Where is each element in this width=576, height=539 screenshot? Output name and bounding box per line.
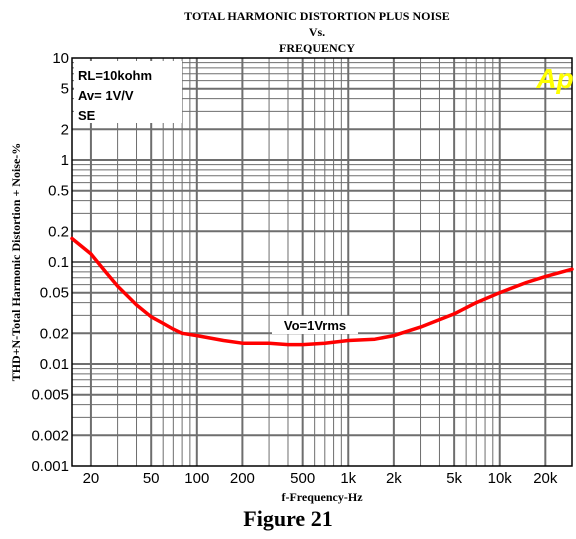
y-tick-label: 0.1 (48, 254, 69, 271)
plot-frame (71, 57, 573, 467)
conditions-box: RL=10kohm Av= 1V/V SE (74, 61, 182, 123)
condition-gain: Av= 1V/V (78, 88, 134, 103)
y-tick-label: 0.05 (40, 285, 69, 302)
y-tick-label: 5 (61, 81, 69, 98)
series-layer (70, 236, 574, 347)
x-tick-label: 50 (143, 470, 160, 487)
title-line-3: FREQUENCY (279, 41, 355, 55)
ap-logo: Ap (535, 63, 573, 94)
y-tick-label: 10 (52, 50, 69, 67)
y-tick-label: 0.5 (48, 183, 69, 200)
condition-load: RL=10kohm (78, 68, 152, 83)
y-tick-label: 1 (61, 152, 69, 169)
ap-logo-text: Ap (535, 63, 573, 94)
title-line-2: Vs. (309, 25, 325, 39)
y-tick-label: 0.02 (40, 325, 69, 342)
title-line-1: TOTAL HARMONIC DISTORTION PLUS NOISE (184, 9, 450, 23)
condition-mode: SE (78, 108, 96, 123)
x-tick-label: 500 (290, 470, 315, 487)
curve-annotation-bg (272, 316, 358, 334)
y-tick-label: 0.001 (31, 458, 69, 475)
y-tick-label: 0.01 (40, 356, 69, 373)
series-line (70, 236, 574, 347)
figure-caption: Figure 21 (243, 506, 333, 531)
x-axis-title: f-Frequency-Hz (281, 490, 363, 504)
y-axis-title: THD+N-Total Harmonic Distortion + Noise-… (9, 143, 23, 382)
x-tick-labels: 20 50 100 200 500 1k 2k 5k 10k 20k (83, 470, 558, 487)
curve-annotation: Vo=1Vrms (272, 316, 358, 334)
x-tick-label: 2k (386, 470, 402, 487)
x-tick-label: 100 (184, 470, 209, 487)
y-tick-label: 0.002 (31, 427, 69, 444)
y-tick-labels: 10 5 2 1 0.5 0.2 0.1 0.05 0.02 0.01 0.005 0.002 0.00… (31, 50, 69, 475)
x-tick-label: 20 (83, 470, 100, 487)
x-tick-label: 10k (488, 470, 513, 487)
conditions-box-bg (74, 61, 182, 123)
y-tick-label: 0.2 (48, 223, 69, 240)
x-tick-label: 20k (533, 470, 558, 487)
chart-title: TOTAL HARMONIC DISTORTION PLUS NOISE Vs.… (184, 9, 450, 55)
y-tick-label: 0.005 (31, 387, 69, 404)
x-tick-label: 5k (446, 470, 462, 487)
y-tick-label: 2 (61, 121, 69, 138)
x-tick-label: 200 (230, 470, 255, 487)
x-tick-label: 1k (340, 470, 356, 487)
curve-annotation-text: Vo=1Vrms (284, 318, 346, 333)
